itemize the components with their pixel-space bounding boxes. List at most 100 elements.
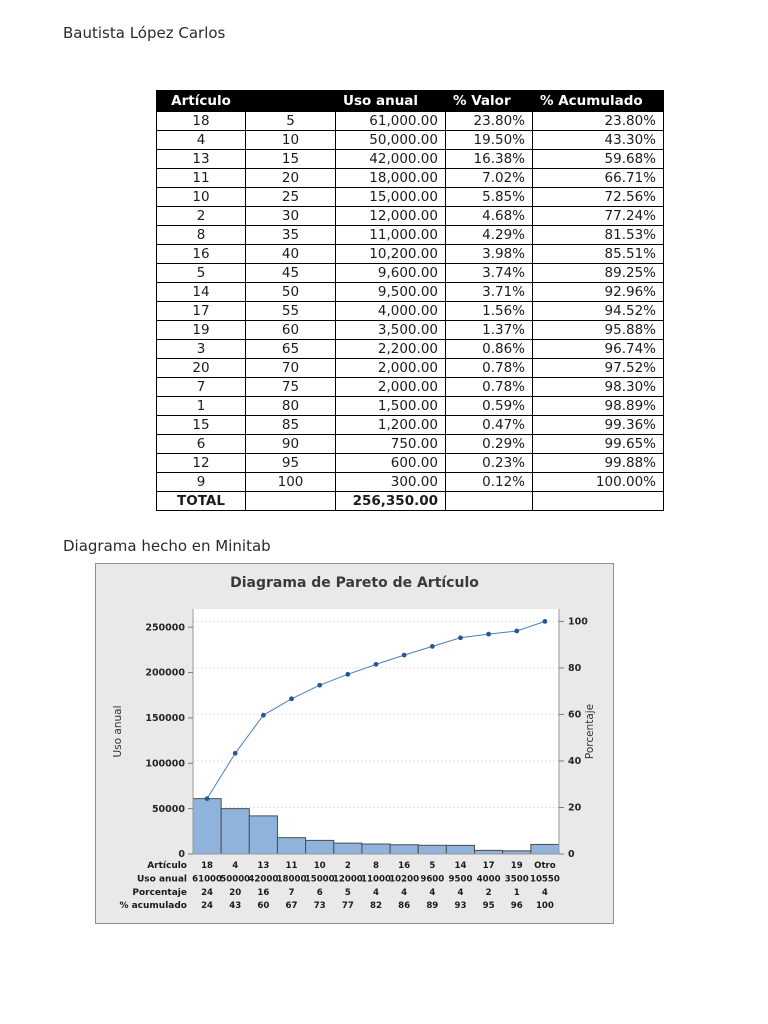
left-tick-label: 150000 (145, 713, 185, 724)
cumulative-point (232, 750, 238, 756)
table-row: 1 80 1,500.00 0.59% 98.89% (156, 396, 664, 416)
footer-value: 42000 (248, 874, 278, 884)
table-cell: 12,000.00 (335, 206, 446, 226)
table-cell: 1 (156, 396, 246, 416)
footer-row-label: Uso anual (137, 874, 187, 884)
footer-value: 93 (454, 901, 466, 911)
right-axis-title: Porcentaje (584, 704, 596, 759)
header-uso-anual: Uso anual (335, 90, 446, 112)
pareto-bar (417, 844, 447, 855)
pareto-bar (530, 843, 560, 855)
cumulative-point (429, 643, 435, 649)
table-cell: 17 (156, 301, 246, 321)
table-row: 10 25 15,000.00 5.85% 72.56% (156, 187, 664, 207)
footer-value: 1 (514, 888, 520, 898)
table-cell: 11 (156, 168, 246, 188)
table-cell: 18 (156, 111, 246, 131)
footer-value: 89 (426, 901, 438, 911)
table-cell: 9,500.00 (335, 282, 446, 302)
footer-value: 17 (483, 861, 495, 871)
table-cell: 89.25% (532, 263, 664, 283)
table-cell: 80 (245, 396, 336, 416)
table-cell: 20 (156, 358, 246, 378)
table-cell: 5 (156, 263, 246, 283)
footer-value: Otro (534, 861, 556, 871)
table-cell: 5.85% (445, 187, 533, 207)
pareto-bar (474, 849, 504, 855)
table-cell: 59.68% (532, 149, 664, 169)
footer-value: 12000 (333, 874, 363, 884)
footer-value: 50000 (220, 874, 250, 884)
table-cell: 0.86% (445, 339, 533, 359)
footer-value: 96 (511, 901, 523, 911)
cumulative-point (204, 796, 210, 802)
footer-value: 95 (483, 901, 495, 911)
table-cell: 3 (156, 339, 246, 359)
table-row: 18 5 61,000.00 23.80% 23.80% (156, 111, 664, 131)
table-cell: 43.30% (532, 130, 664, 150)
table-cell: 94.52% (532, 301, 664, 321)
cumulative-point (401, 652, 407, 658)
cumulative-point (345, 671, 351, 677)
table-cell: 1.56% (445, 301, 533, 321)
pareto-bar (389, 844, 419, 855)
table-cell: 92.96% (532, 282, 664, 302)
table-cell: 85 (245, 415, 336, 435)
table-row: 4 10 50,000.00 19.50% 43.30% (156, 130, 664, 150)
table-cell: 77.24% (532, 206, 664, 226)
left-tick-label: 50000 (152, 804, 185, 815)
table-cell: 4,000.00 (335, 301, 446, 321)
footer-value: 6 (317, 888, 323, 898)
table-cell: 600.00 (335, 453, 446, 473)
table-row: 15 85 1,200.00 0.47% 99.36% (156, 415, 664, 435)
table-cell: 99.36% (532, 415, 664, 435)
footer-row-label: % acumulado (119, 901, 187, 911)
footer-value: 18 (201, 861, 213, 871)
table-cell: 9,600.00 (335, 263, 446, 283)
footer-value: 11000 (361, 874, 391, 884)
table-cell: 9 (156, 472, 246, 492)
pareto-bar (361, 843, 391, 855)
cumulative-point (542, 618, 548, 624)
footer-value: 2 (345, 861, 351, 871)
table-cell: 97.52% (532, 358, 664, 378)
footer-value: 4 (542, 888, 548, 898)
footer-value: 67 (286, 901, 298, 911)
table-cell: 61,000.00 (335, 111, 446, 131)
cumulative-point (289, 696, 294, 702)
table-cell: 19 (156, 320, 246, 340)
table-row: 11 20 18,000.00 7.02% 66.71% (156, 168, 664, 188)
table-cell: 72.56% (532, 187, 664, 207)
table-cell: 0.47% (445, 415, 533, 435)
footer-value: 77 (342, 901, 354, 911)
footer-value: 24 (201, 901, 213, 911)
footer-value: 4000 (477, 874, 501, 884)
cumulative-point (458, 635, 463, 641)
pareto-bar (333, 842, 363, 855)
footer-row-label: Artículo (147, 861, 187, 871)
footer-value: 43 (229, 901, 241, 911)
header-pct-valor: % Valor (445, 90, 533, 112)
table-cell: 0.23% (445, 453, 533, 473)
pareto-bar (220, 808, 250, 855)
pareto-bar (192, 798, 222, 855)
footer-value: 15000 (305, 874, 335, 884)
table-cell: 95.88% (532, 320, 664, 340)
table-cell: 75 (245, 377, 336, 397)
footer-value: 5 (345, 888, 351, 898)
table-cell: 15 (245, 149, 336, 169)
abc-analysis-table: Artículo Uso anual % Valor % Acumulado 1… (156, 90, 664, 511)
table-cell: 99.88% (532, 453, 664, 473)
footer-row-label: Porcentaje (132, 888, 187, 898)
cumulative-point (373, 661, 379, 667)
table-cell: 11,000.00 (335, 225, 446, 245)
header-pct-acumulado: % Acumulado (532, 90, 664, 112)
table-cell: 0.78% (445, 377, 533, 397)
footer-value: 16 (257, 888, 269, 898)
table-cell: 16 (156, 244, 246, 264)
right-tick-label: 60 (568, 710, 582, 721)
left-tick-label: 200000 (145, 668, 185, 679)
table-cell: 7 (156, 377, 246, 397)
footer-value: 7 (289, 888, 295, 898)
